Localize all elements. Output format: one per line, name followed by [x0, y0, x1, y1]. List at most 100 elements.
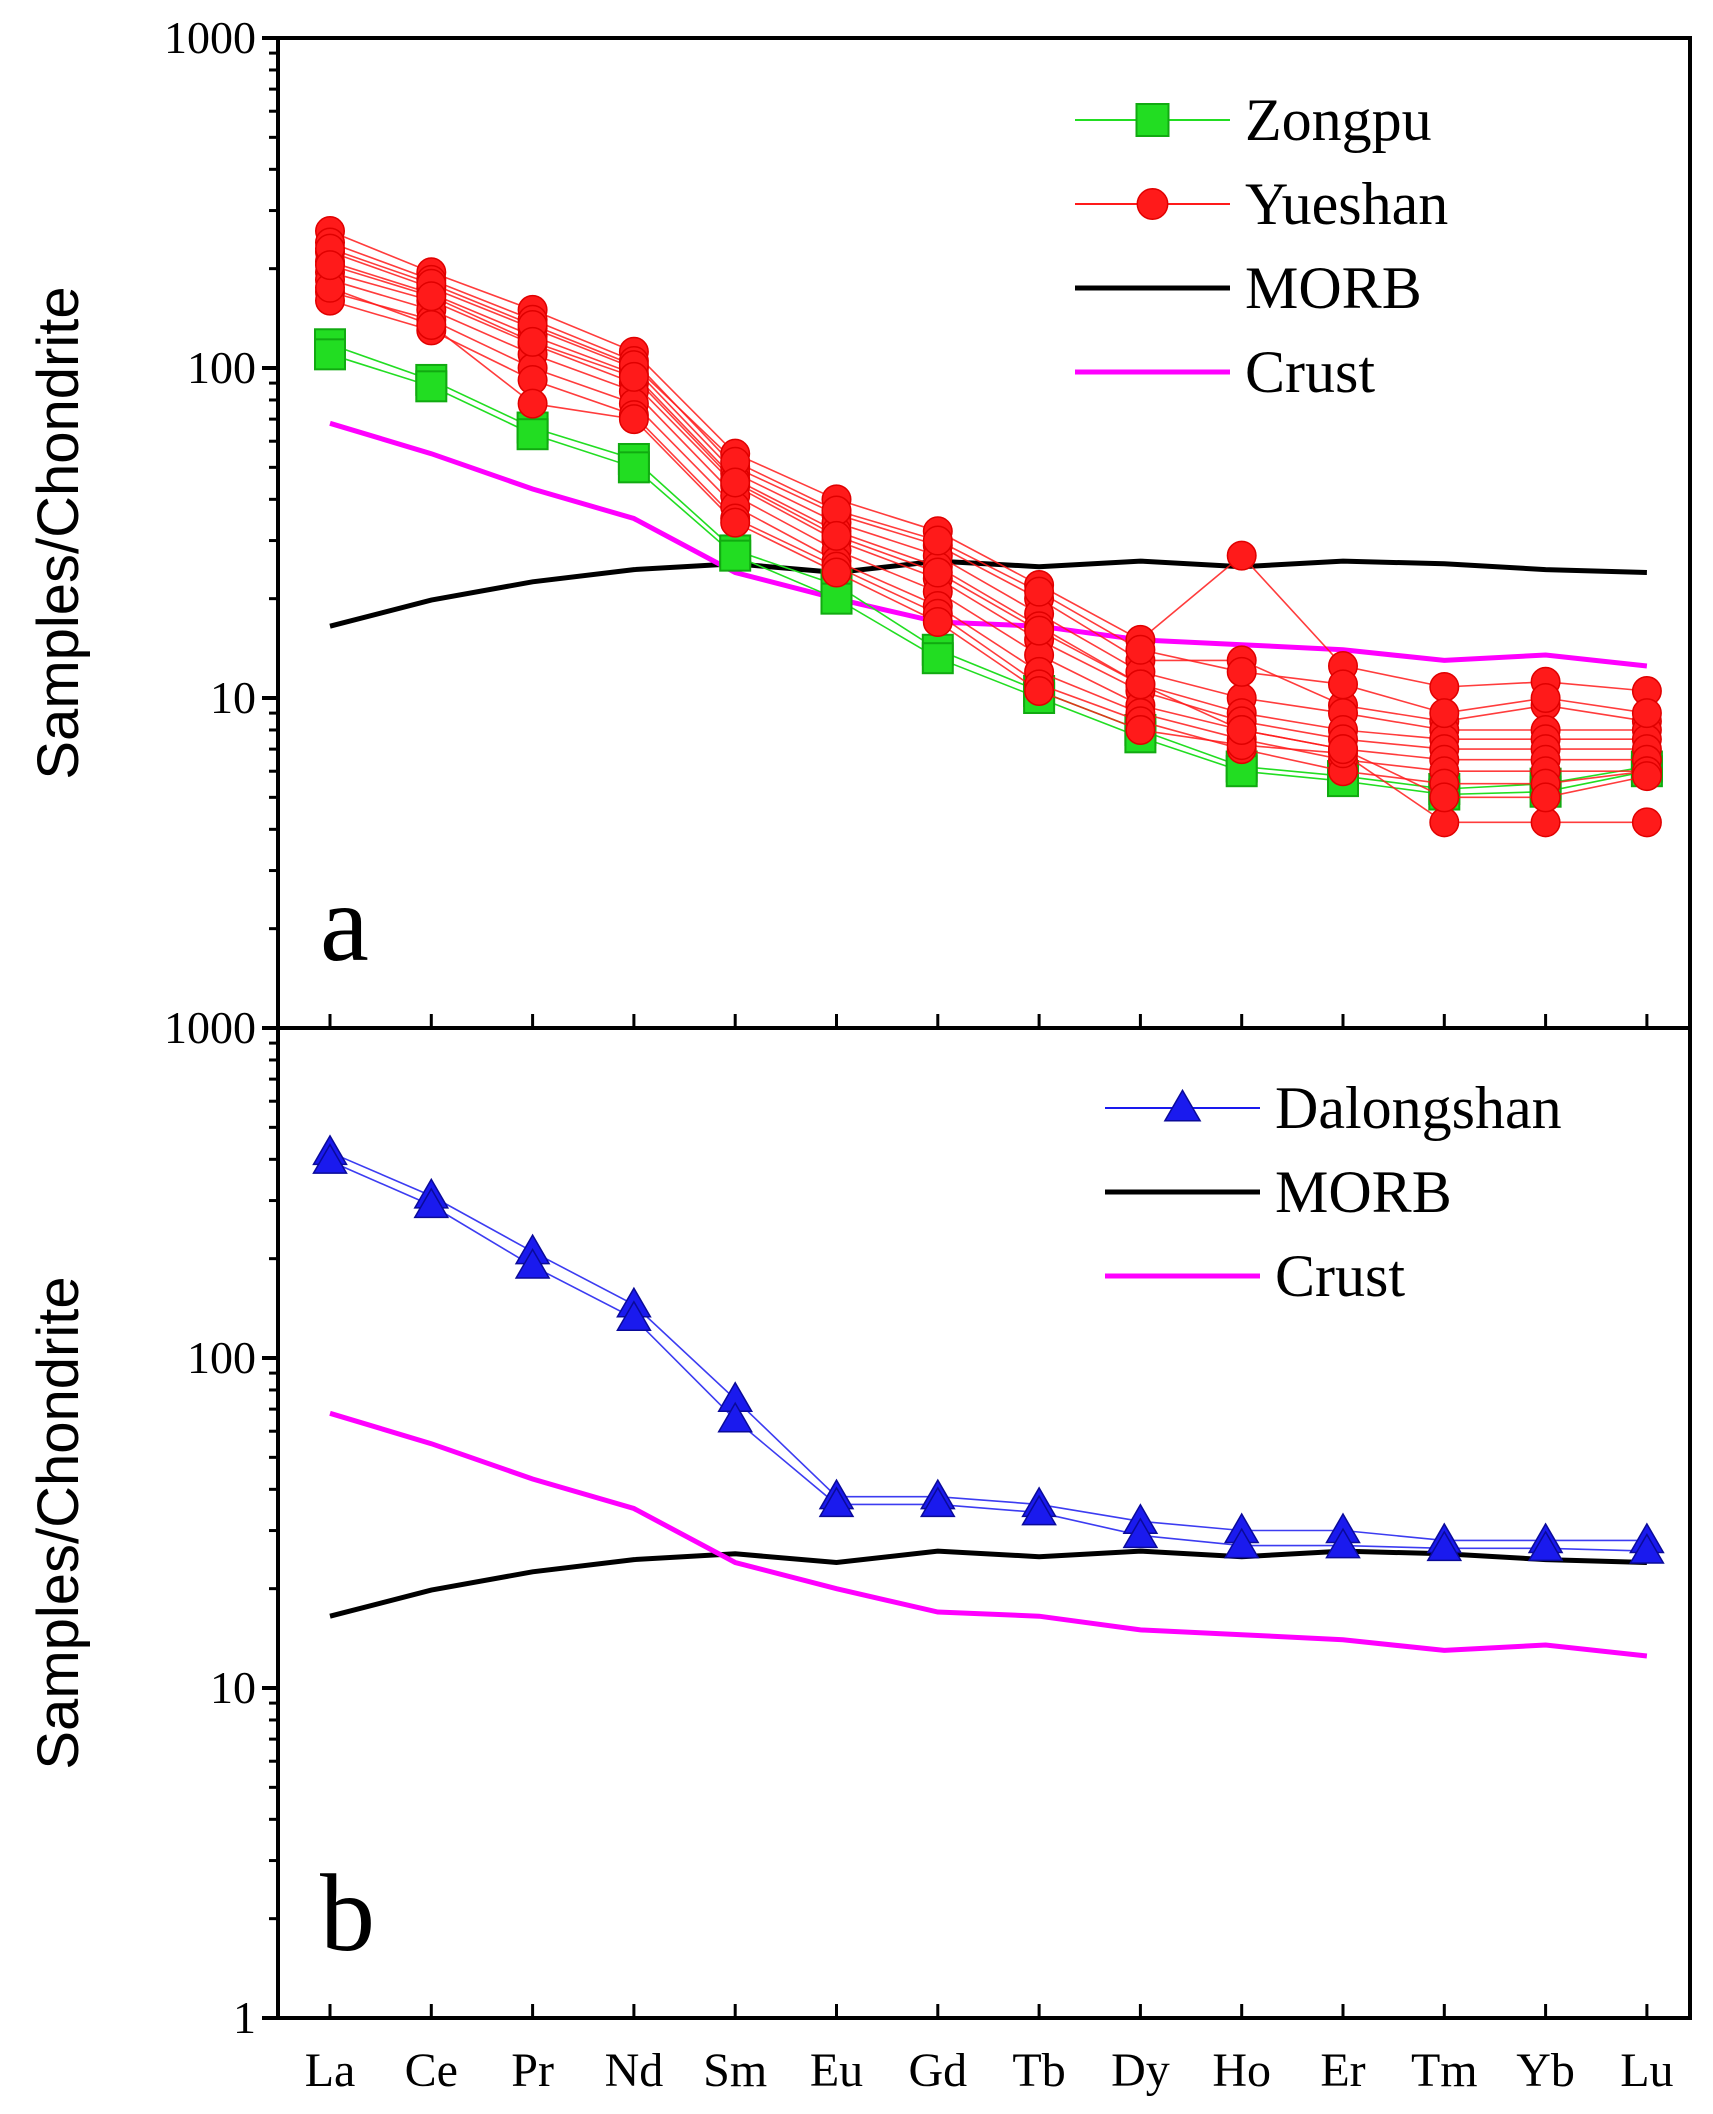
yueshan-point: [416, 281, 447, 312]
yueshan-point: [1530, 782, 1561, 813]
yueshan-point: [1328, 669, 1358, 700]
yueshan-sample-line: [329, 291, 1647, 773]
dalongshan-point: [1426, 1530, 1463, 1562]
panel-a: 1000 100 10 Samples/Chondrite Zongpu Yueshan M…: [26, 12, 1692, 1030]
yueshan-sample-line: [329, 279, 1647, 761]
yueshan-point: [1024, 576, 1055, 607]
x-tick-label: Nd: [605, 2044, 664, 2097]
dalongshan-point: [616, 1300, 652, 1331]
dalongshan-point: [717, 1401, 754, 1433]
yueshan-sample-line: [329, 241, 1648, 723]
morb-line: [329, 1548, 1647, 1619]
yueshan-point: [922, 525, 953, 556]
panel-label: a: [320, 862, 369, 984]
yueshan-sample-line: [329, 260, 1647, 741]
dalongshan-point: [1325, 1527, 1361, 1559]
yueshan-point: [1530, 683, 1561, 713]
yueshan-point: [922, 606, 953, 637]
legend-label: MORB: [1245, 255, 1422, 321]
yueshan-sample-line: [329, 251, 1647, 731]
yueshan-point: [618, 361, 649, 392]
legend-item-crust: Crust: [1105, 1243, 1405, 1309]
yueshan-point: [1226, 540, 1257, 571]
panel-label: b: [320, 1852, 375, 1974]
zongpu-point: [820, 582, 853, 615]
y-tick-label: 1000: [164, 12, 256, 63]
legend-item-crust: Crust: [1075, 339, 1375, 405]
zongpu-point: [314, 338, 346, 371]
yueshan-point: [1226, 714, 1257, 745]
legend-label: Yueshan: [1245, 171, 1448, 237]
yueshan-sample-line: [329, 230, 1647, 692]
yueshan-point: [618, 404, 649, 435]
dalongshan-sample-line: [329, 1151, 1647, 1542]
legend-marker: [1136, 188, 1169, 220]
yueshan-point: [315, 250, 345, 281]
legend-item-morb: MORB: [1075, 255, 1422, 321]
yueshan-point: [1631, 698, 1662, 729]
x-tick-label: Ho: [1212, 2044, 1271, 2097]
dalongshan-point: [1122, 1517, 1159, 1549]
legend-label: Zongpu: [1245, 87, 1432, 153]
zongpu-sample-line: [329, 353, 1648, 796]
dalongshan-point: [1223, 1527, 1260, 1559]
dalongshan-point: [312, 1143, 348, 1174]
y-axis-label: Samples/Chondrite: [26, 1276, 91, 1769]
yueshan-point: [1429, 671, 1460, 702]
yueshan-point: [821, 495, 852, 526]
yueshan-point: [720, 467, 751, 498]
yueshan-point: [1226, 656, 1257, 687]
x-tick-label: Gd: [908, 2044, 967, 2097]
zongpu-point: [617, 451, 650, 484]
yueshan-point: [517, 388, 548, 419]
x-tick-label: Tm: [1411, 2044, 1478, 2097]
y-tick-label: 10: [210, 672, 256, 723]
yueshan-sample-line: [329, 247, 1648, 714]
legend-label: Crust: [1245, 339, 1375, 405]
zongpu-sample-line: [329, 343, 1648, 790]
zongpu-point: [719, 539, 752, 572]
yueshan-point: [1429, 698, 1460, 729]
yueshan-point: [821, 557, 852, 588]
zongpu-point: [415, 370, 448, 403]
y-tick-label: 10: [210, 1662, 256, 1713]
yueshan-point: [922, 557, 953, 588]
x-tick-label: Yb: [1516, 2044, 1575, 2097]
yueshan-point: [1125, 714, 1156, 745]
crust-line: [329, 1410, 1648, 1659]
series-yueshan: [315, 216, 1662, 838]
yueshan-sample-line: [329, 299, 1647, 785]
yueshan-sample-line: [329, 287, 1647, 824]
x-tick-label: La: [305, 2044, 356, 2097]
yueshan-point: [517, 326, 548, 357]
morb-line: [329, 558, 1647, 629]
dalongshan-point: [1527, 1530, 1564, 1562]
legend-label: MORB: [1275, 1159, 1452, 1225]
legend-item-yueshan: Yueshan: [1075, 171, 1448, 237]
crust-line: [329, 420, 1648, 669]
yueshan-point: [1125, 669, 1156, 700]
dalongshan-point: [1629, 1533, 1665, 1564]
x-tick-label: Ce: [405, 2044, 458, 2097]
dalongshan-sample-line: [329, 1160, 1647, 1552]
series-morb: [329, 1548, 1647, 1619]
series-dalongshan: [312, 1134, 1665, 1564]
yueshan-point: [1429, 807, 1460, 838]
yueshan-point: [1328, 734, 1358, 765]
series-morb: [329, 558, 1647, 629]
series-zongpu: [314, 328, 1663, 811]
yueshan-point: [1530, 807, 1561, 838]
x-tick-label: Eu: [810, 2044, 863, 2097]
yueshan-point: [1631, 761, 1662, 792]
legend-marker: [1163, 1088, 1202, 1122]
y-axis-label: Samples/Chondrite: [26, 286, 91, 779]
dalongshan-point: [514, 1248, 551, 1279]
yueshan-point: [416, 309, 447, 340]
yueshan-point: [720, 507, 751, 538]
x-tick-label: Sm: [703, 2044, 767, 2097]
zongpu-point: [516, 418, 549, 451]
y-tick-label: 100: [187, 342, 256, 393]
legend-item-morb: MORB: [1105, 1159, 1452, 1225]
panel-b: 1000 100 10 1 Samples/Chondrite Dalongshan MOR…: [26, 1002, 1692, 2097]
series-crust: [329, 1410, 1648, 1659]
